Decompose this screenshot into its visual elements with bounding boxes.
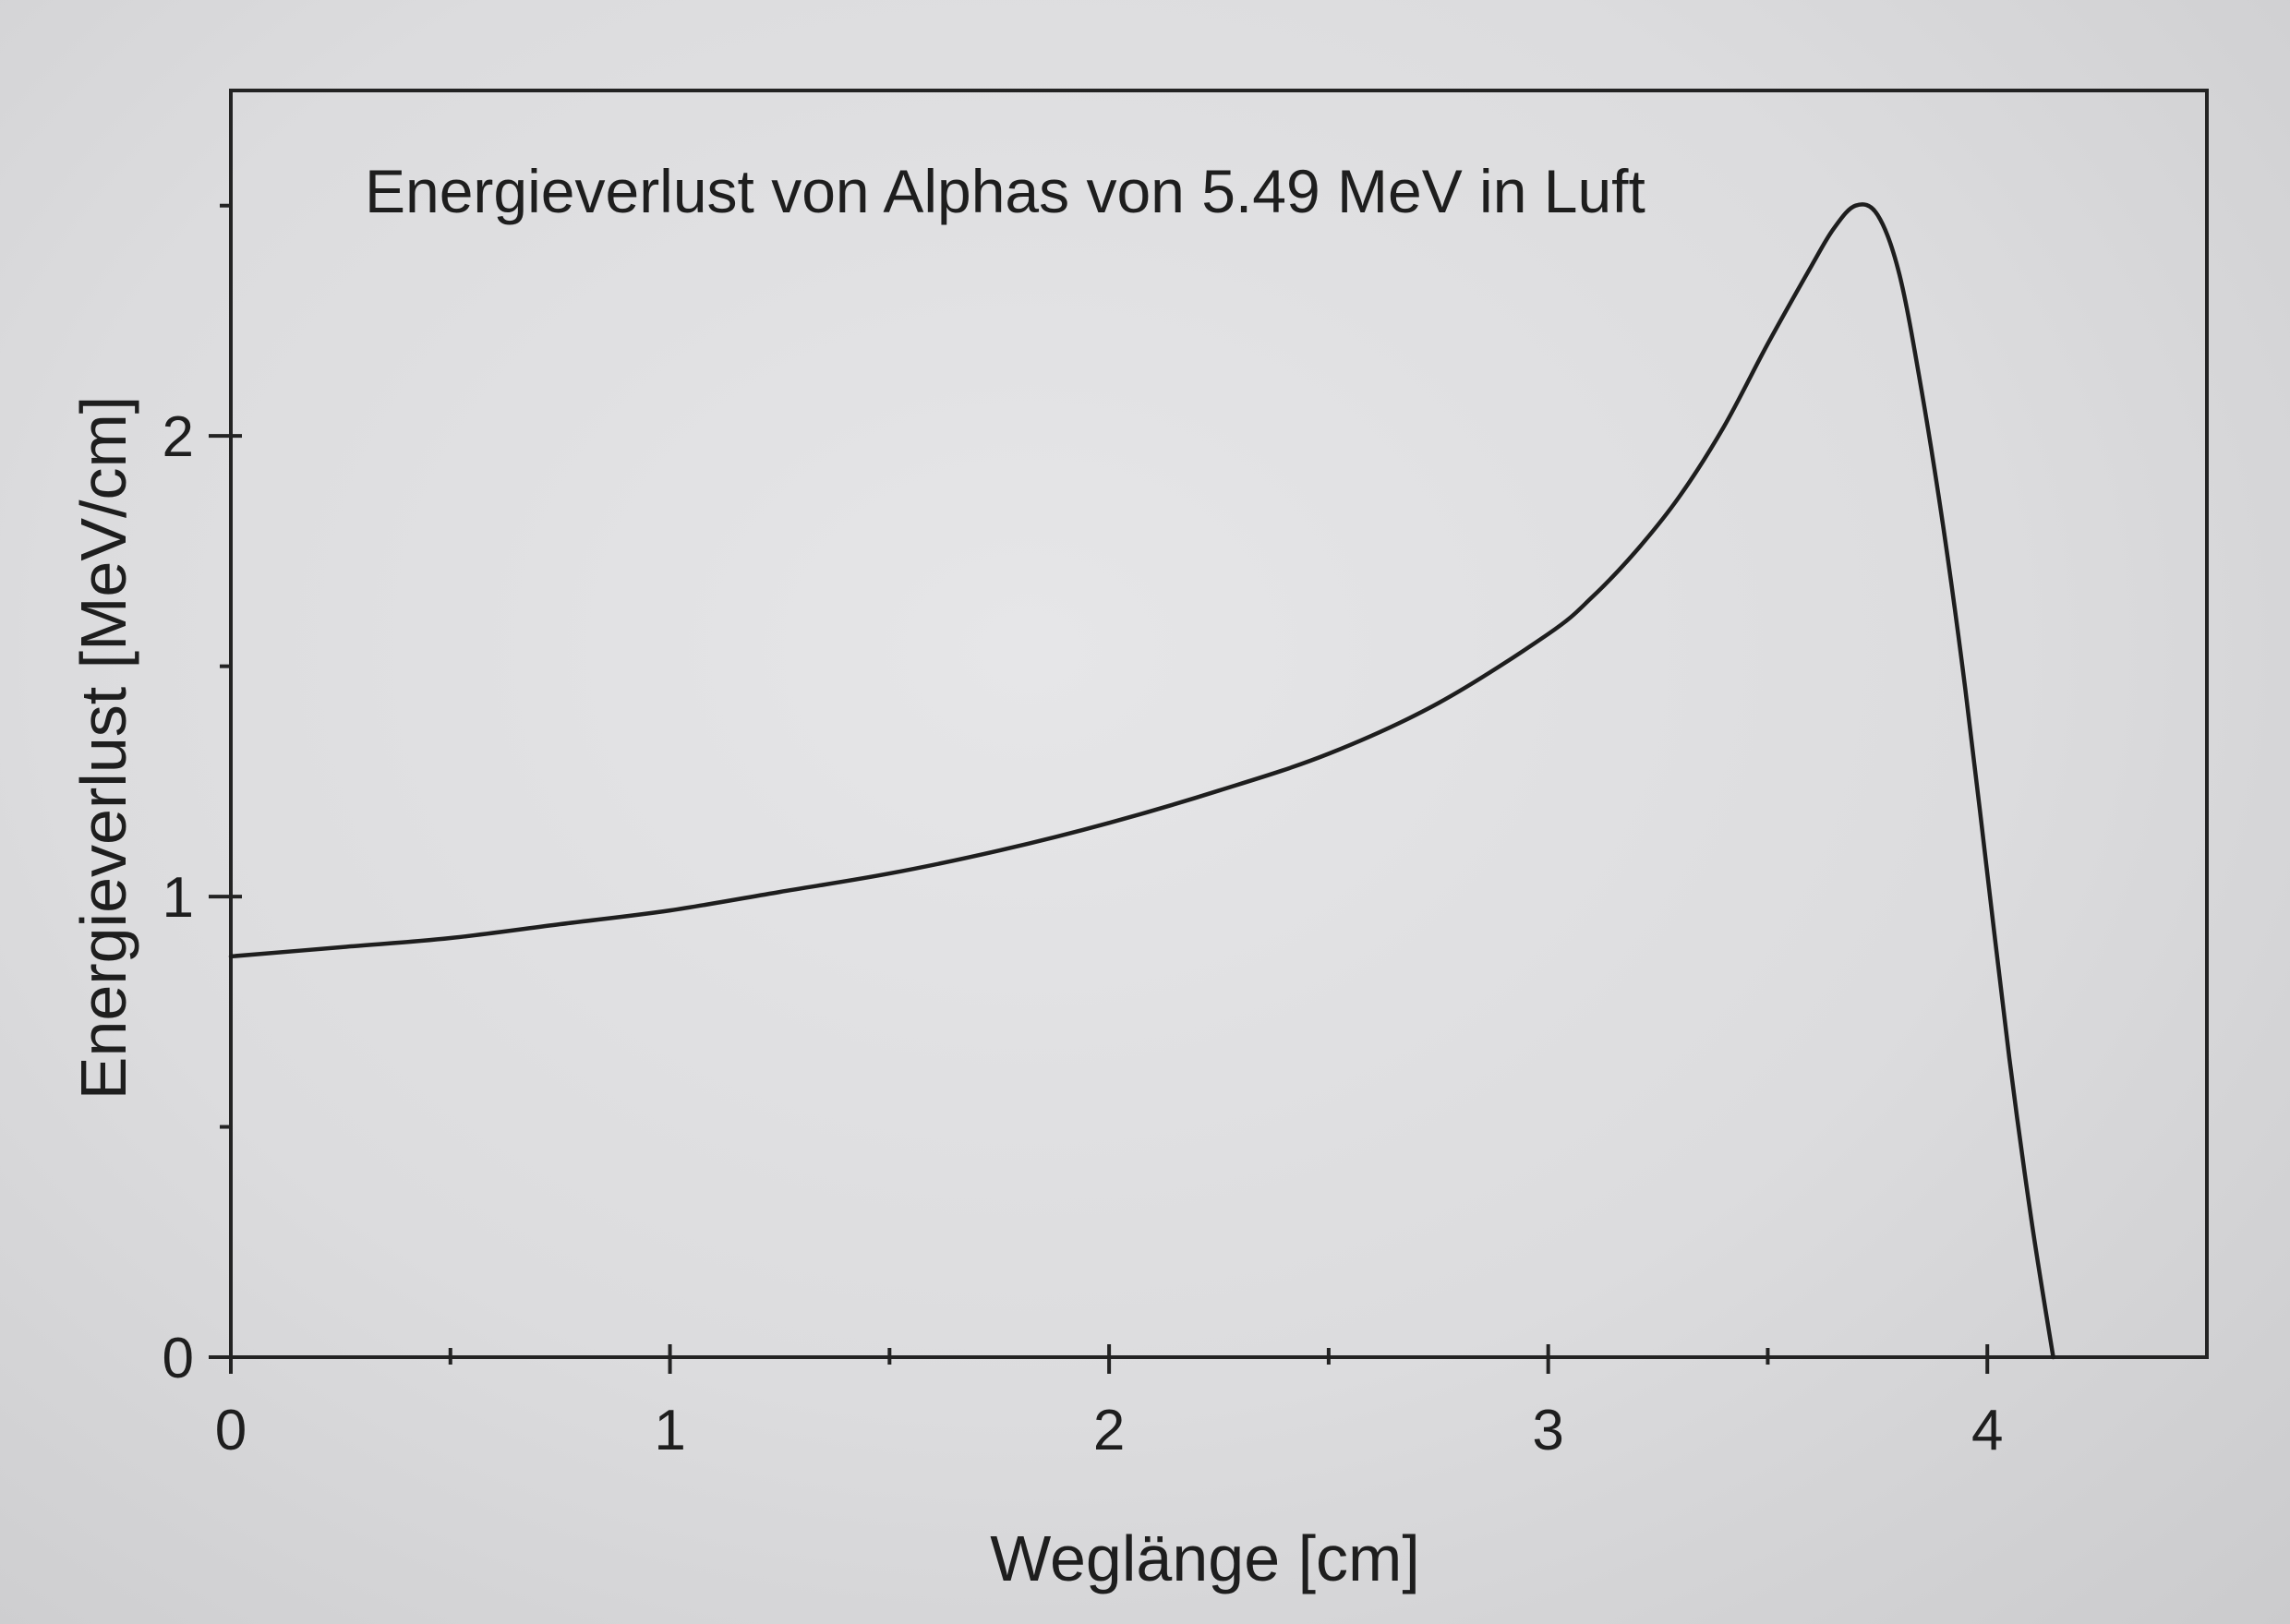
x-tick-label: 0 [215,1399,247,1462]
series-line [228,202,2055,1360]
y-tick-label: 1 [163,866,194,930]
x-tick-label: 3 [1532,1399,1563,1462]
x-tick-label: 4 [1971,1399,2003,1462]
y-tick-label: 2 [163,405,194,469]
y-axis-ticks: 0 1 2 [163,203,242,1390]
x-axis-label: Weglänge [cm] [990,1522,1420,1594]
plot-frame [229,89,2209,1359]
x-axis-ticks: 0 1 2 3 4 [215,1344,2003,1462]
y-tick-label: 0 [163,1327,194,1390]
x-tick-label: 1 [654,1399,685,1462]
x-tick-label: 2 [1093,1399,1125,1462]
chart-title: Energieverlust von Alphas von 5.49 MeV i… [365,157,1645,225]
y-axis-label: Energieverlust [MeV/cm] [67,396,139,1100]
series-layer [228,202,2055,1360]
